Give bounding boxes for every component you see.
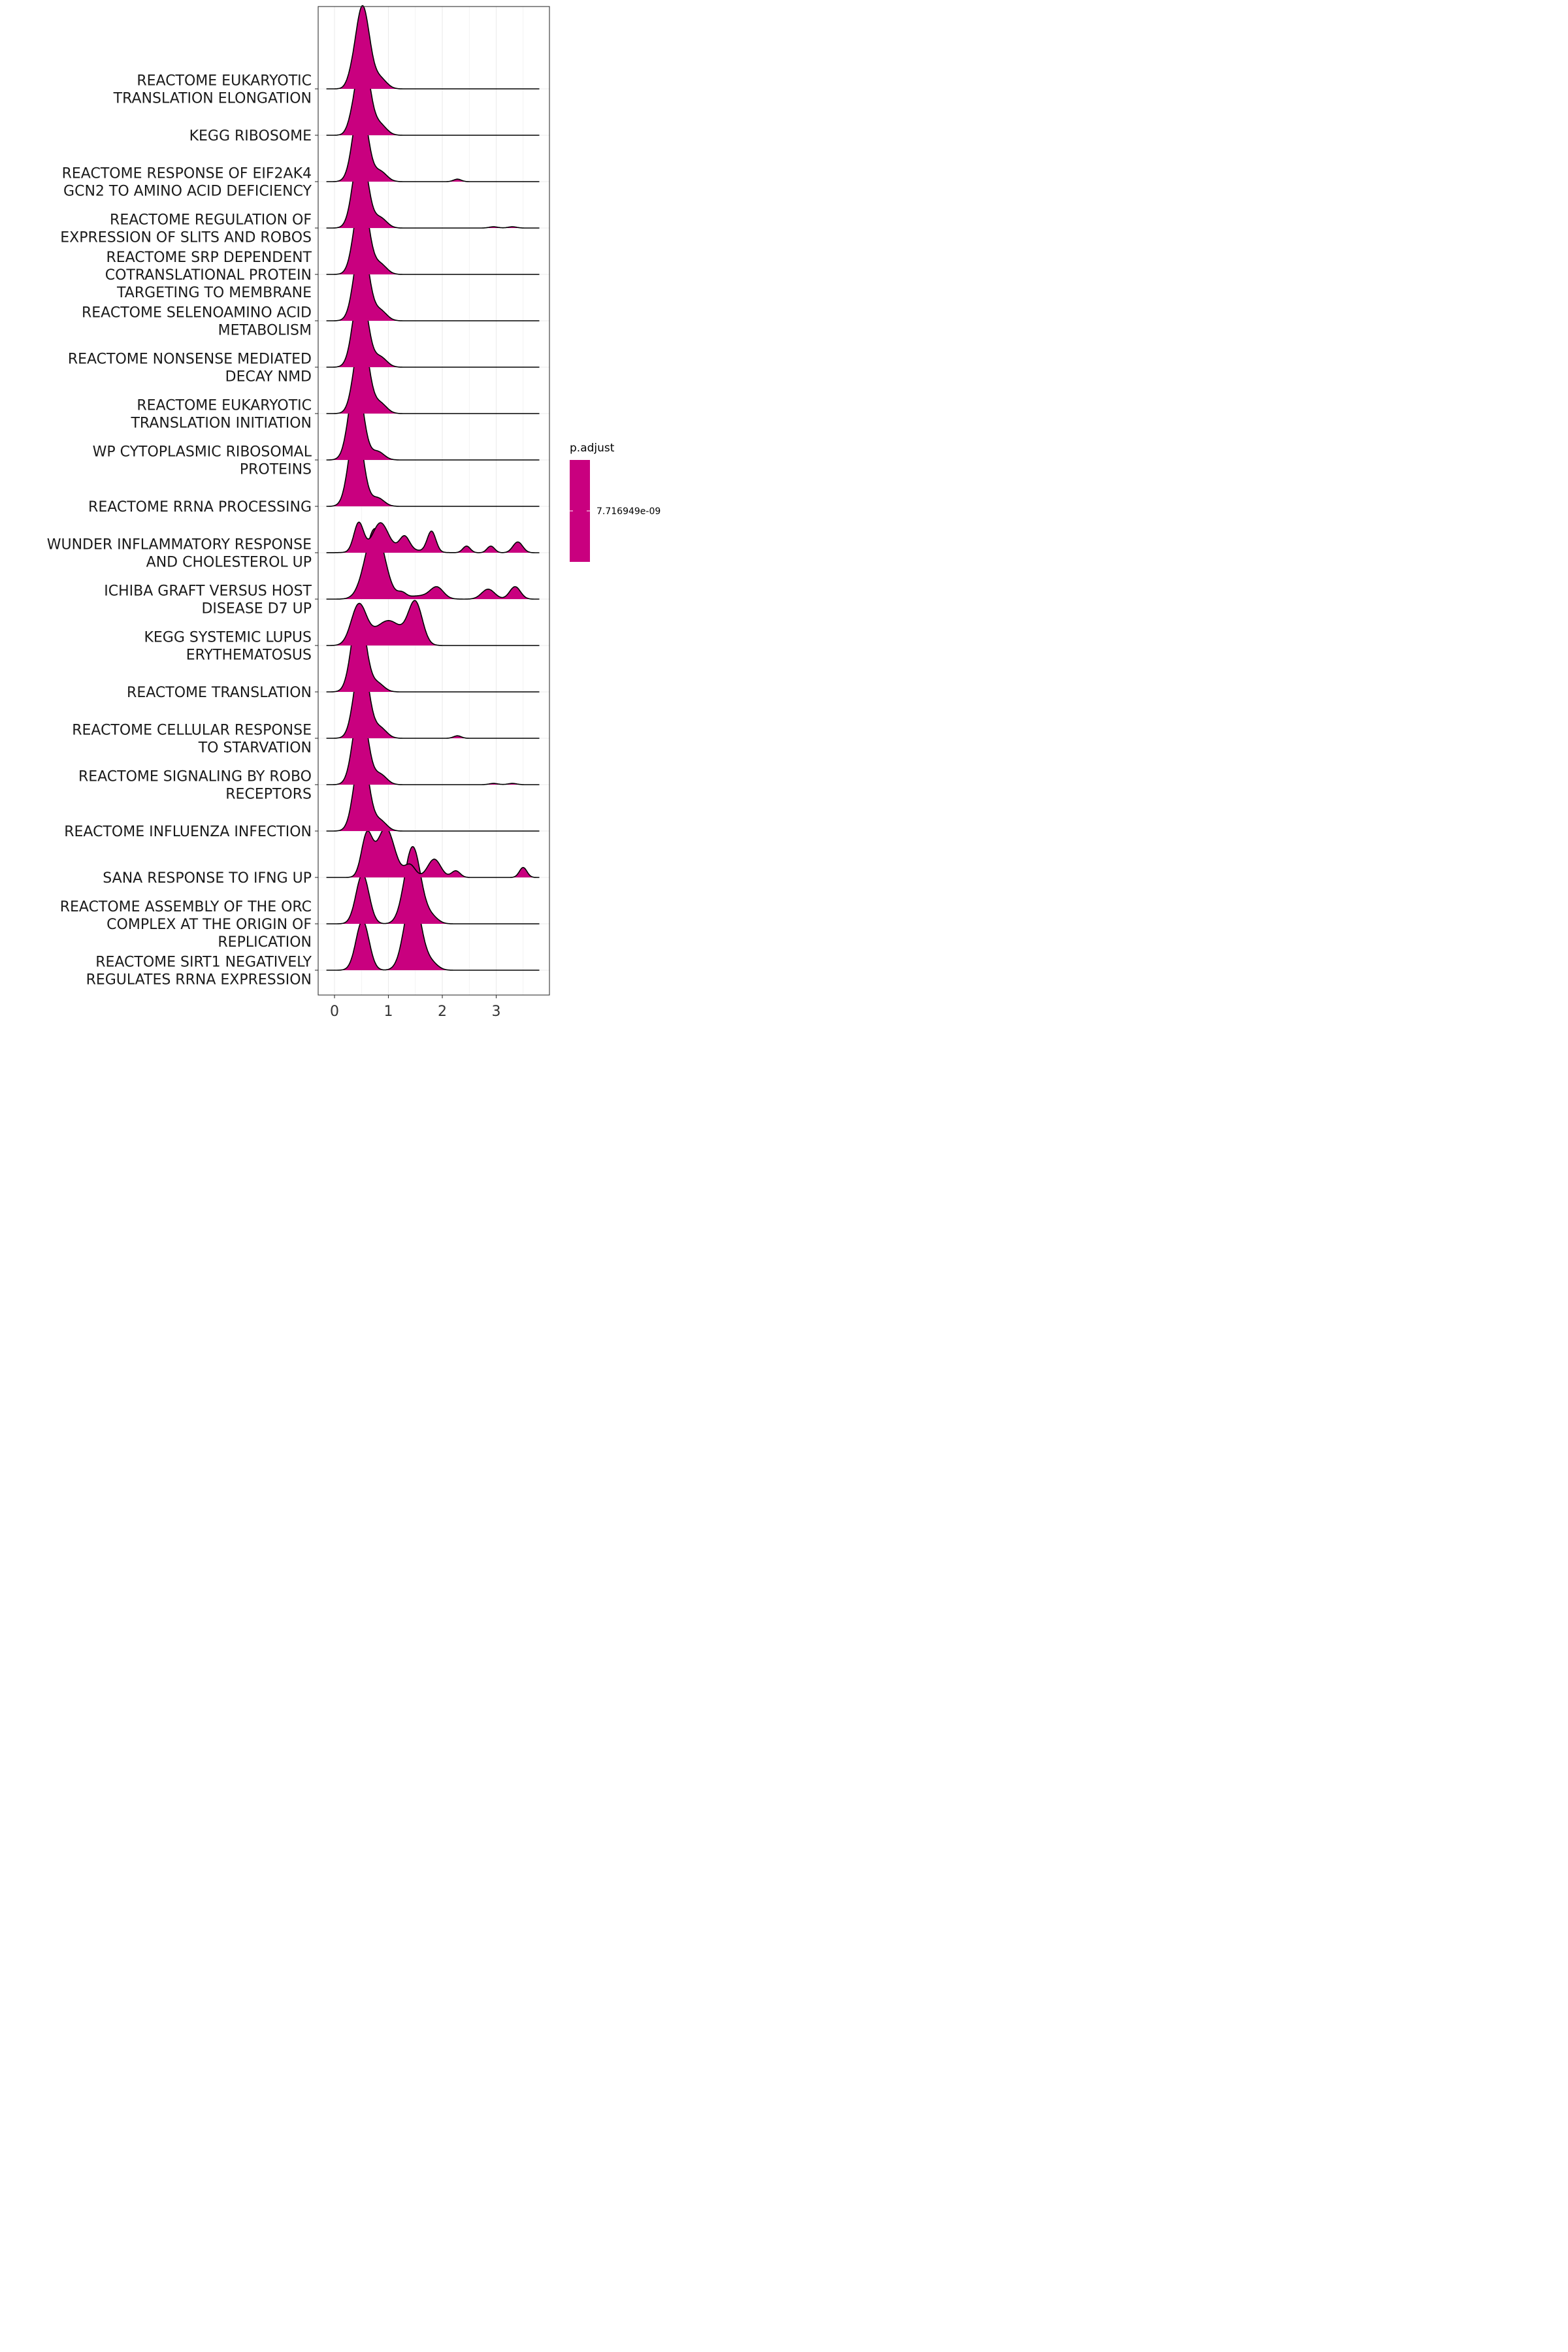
y-tick-label-line: REACTOME NONSENSE MEDIATED (68, 351, 312, 368)
y-tick-label-line: REACTOME SELENOAMINO ACID (82, 305, 312, 321)
y-tick-label: REACTOME REGULATION OF EXPRESSION OF SLIT… (60, 212, 312, 246)
y-tick-label-line: AND CHOLESTEROL UP (146, 555, 312, 571)
y-tick-label: REACTOME EUKARYOTIC TRANSLATION ELONGATIO… (113, 73, 312, 107)
y-tick-label: REACTOME RRNA PROCESSING (88, 499, 312, 515)
y-tick-label-line: GCN2 TO AMINO ACID DEFICIENCY (63, 184, 312, 200)
ridge-area (326, 377, 540, 460)
y-tick-label-line: REACTOME SRP DEPENDENT (106, 250, 312, 266)
y-tick-label-line: EXPRESSION OF SLITS AND ROBOS (60, 230, 312, 246)
x-axis-ticks: 0 1 2 3 (330, 995, 501, 1020)
y-tick-label: REACTOME CELLULAR RESPONSE TO STARVATION (72, 723, 312, 757)
ridge-area (326, 702, 540, 785)
y-tick-label-line: REACTOME INFLUENZA INFECTION (64, 824, 312, 840)
y-tick-label: KEGG SYSTEMIC LUPUS ERYTHEMATOSUS (144, 630, 312, 664)
ridge-area (326, 522, 540, 553)
y-tick-label-line: REACTOME CELLULAR RESPONSE (72, 723, 312, 739)
y-tick-label: REACTOME NONSENSE MEDIATED DECAY NMD (68, 351, 312, 385)
ridge-outline (326, 5, 540, 90)
y-tick-label-line: DECAY NMD (225, 369, 312, 385)
legend-color-bar (570, 460, 590, 562)
y-tick-label: REACTOME EUKARYOTIC TRANSLATION INITIATIO… (130, 398, 312, 432)
x-tick-label: 1 (384, 1004, 393, 1020)
ridge-outline (326, 600, 540, 646)
y-tick-label: REACTOME SRP DEPENDENT COTRANSLATIONAL PR… (105, 250, 312, 301)
y-tick-label-line: REACTOME EUKARYOTIC (137, 73, 312, 90)
ridge-area (326, 145, 540, 228)
ridge-series (326, 5, 540, 971)
ridge-area (326, 600, 540, 645)
y-tick-label-line: KEGG SYSTEMIC LUPUS (144, 630, 312, 646)
y-tick-label-line: METABOLISM (218, 323, 312, 339)
x-tick-label: 3 (492, 1004, 501, 1020)
y-tick-label-line: COTRANSLATIONAL PROTEIN (105, 267, 312, 284)
y-axis-labels: REACTOME EUKARYOTIC TRANSLATION ELONGATIO… (47, 73, 318, 988)
y-tick-label: REACTOME SIGNALING BY ROBO RECEPTORS (78, 769, 312, 803)
y-tick-label: REACTOME SIRT1 NEGATIVELY REGULATES RRNA … (86, 955, 312, 988)
ridge-area (326, 52, 540, 135)
y-tick-label: REACTOME RESPONSE OF EIF2AK4 GCN2 TO AMIN… (62, 166, 312, 200)
y-tick-label-line: COMPLEX AT THE ORIGIN OF (106, 917, 312, 933)
ridge-area (326, 5, 540, 90)
y-tick-label-line: REPLICATION (218, 934, 312, 951)
y-tick-label-line: REGULATES RRNA EXPRESSION (86, 972, 312, 988)
y-tick-label: REACTOME SELENOAMINO ACID METABOLISM (82, 305, 312, 339)
y-tick-label-line: KEGG RIBOSOME (189, 128, 312, 144)
y-tick-label-line: REACTOME SIGNALING BY ROBO (78, 769, 312, 785)
y-tick-label-line: DISEASE D7 UP (201, 601, 312, 617)
ridge-area (326, 609, 540, 692)
y-tick-label-line: REACTOME RRNA PROCESSING (88, 499, 312, 515)
y-tick-label-line: RECEPTORS (225, 787, 312, 803)
y-tick-label-line: REACTOME TRANSLATION (127, 685, 312, 701)
x-tick-label: 2 (438, 1004, 447, 1020)
y-tick-label-line: REACTOME REGULATION OF (110, 212, 312, 229)
y-tick-label-line: TO STARVATION (198, 740, 312, 757)
y-tick-label-line: SANA RESPONSE TO IFNG UP (103, 870, 312, 887)
y-tick-label-line: REACTOME RESPONSE OF EIF2AK4 (62, 166, 312, 182)
ridge-outline (326, 521, 540, 553)
y-tick-label: WP CYTOPLASMIC RIBOSOMAL PROTEINS (93, 444, 312, 478)
ridge-area (326, 284, 540, 367)
ridge-outline (326, 826, 540, 878)
y-tick-label-line: REACTOME ASSEMBLY OF THE ORC (60, 899, 312, 915)
y-tick-label-line: REACTOME EUKARYOTIC (137, 398, 312, 414)
y-tick-label-line: PROTEINS (240, 462, 312, 478)
y-tick-label: SANA RESPONSE TO IFNG UP (103, 870, 312, 887)
ridge-area (326, 331, 540, 414)
ridge-area (326, 191, 540, 274)
legend-title: p.adjust (570, 442, 615, 455)
y-tick-label: KEGG RIBOSOME (189, 128, 312, 144)
y-tick-label-line: WUNDER INFLAMMATORY RESPONSE (47, 537, 312, 553)
ridge-area (326, 99, 540, 182)
y-tick-label: REACTOME INFLUENZA INFECTION (64, 824, 312, 840)
y-tick-label-line: TRANSLATION INITIATION (130, 416, 312, 432)
y-tick-label-line: WP CYTOPLASMIC RIBOSOMAL (93, 444, 312, 461)
y-tick-label-line: TRANSLATION ELONGATION (113, 91, 312, 107)
ridge-area (326, 655, 540, 738)
x-tick-label: 0 (330, 1004, 339, 1020)
ridge-outline (326, 528, 540, 600)
legend: p.adjust 7.716949e-09 (570, 442, 661, 562)
ridge-area (326, 827, 540, 877)
ridgeline-chart: REACTOME EUKARYOTIC TRANSLATION ELONGATIO… (47, 5, 661, 1020)
plot-panel-border (318, 6, 550, 996)
y-tick-label: REACTOME ASSEMBLY OF THE ORC COMPLEX AT T… (60, 899, 312, 951)
y-tick-label-line: REACTOME SIRT1 NEGATIVELY (95, 955, 312, 971)
ridge-area (326, 423, 540, 506)
ridge-area (326, 238, 540, 321)
y-tick-label: WUNDER INFLAMMATORY RESPONSE AND CHOLESTE… (47, 537, 312, 571)
y-tick-label: ICHIBA GRAFT VERSUS HOST DISEASE D7 UP (104, 583, 312, 617)
y-tick-label-line: TARGETING TO MEMBRANE (116, 285, 312, 301)
legend-label: 7.716949e-09 (596, 506, 661, 517)
y-tick-label-line: ICHIBA GRAFT VERSUS HOST (104, 583, 312, 600)
y-tick-label-line: ERYTHEMATOSUS (186, 647, 312, 664)
ridge-area (326, 748, 540, 831)
y-tick-label: REACTOME TRANSLATION (127, 685, 312, 701)
